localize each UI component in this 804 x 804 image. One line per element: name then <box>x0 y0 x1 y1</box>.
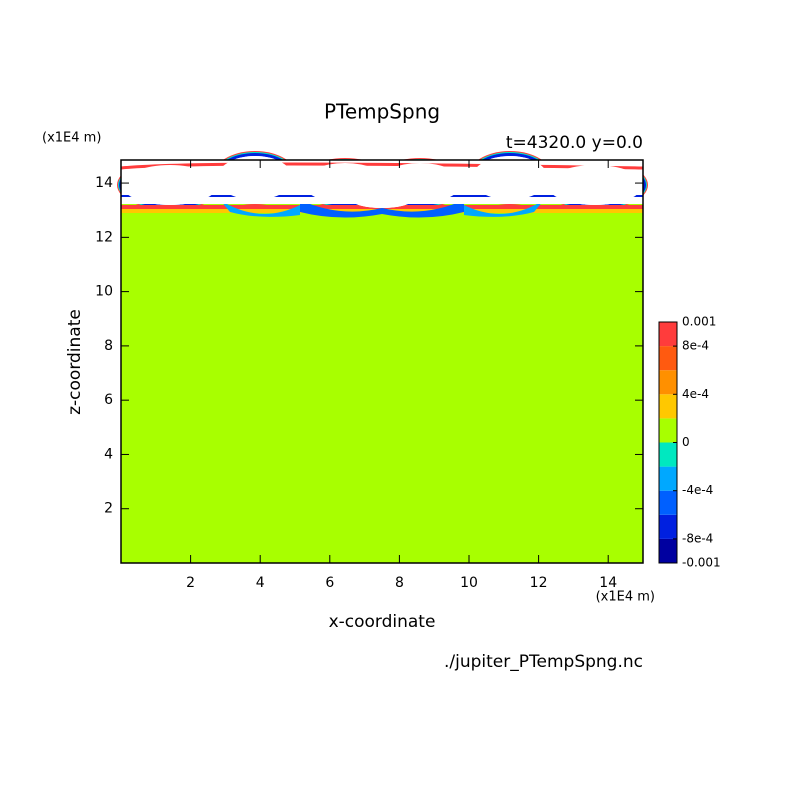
x-tick-label: 4 <box>256 575 265 591</box>
x-unit: (x1E4 m) <box>596 590 655 605</box>
colorbar-label: 4e-4 <box>682 387 709 401</box>
colorbar-band <box>659 514 677 539</box>
y-axis-label: z-coordinate <box>65 309 85 415</box>
contour-white <box>378 163 462 203</box>
colorbar-label: -8e-4 <box>682 531 713 545</box>
colorbar-band <box>659 394 677 419</box>
source-label: ./jupiter_PTempSpng.nc <box>444 652 643 672</box>
chart-title: PTempSpng <box>324 100 440 124</box>
colorbar-band <box>659 466 677 491</box>
colorbar-label: -4e-4 <box>682 483 713 497</box>
y-tick-label: 10 <box>95 284 113 300</box>
contour-white <box>217 156 293 200</box>
contour-features <box>117 151 648 218</box>
chart-subtitle: t=4320.0 y=0.0 <box>506 133 643 153</box>
x-axis-label: x-coordinate <box>329 612 436 632</box>
x-tick-label: 2 <box>186 575 195 591</box>
colorbar-label: 8e-4 <box>682 339 709 353</box>
x-tick-label: 14 <box>599 575 617 591</box>
colorbar-label: 0.001 <box>682 315 716 329</box>
y-tick-label: 6 <box>104 392 113 408</box>
colorbar-band <box>659 490 677 515</box>
colorbar-band <box>659 346 677 371</box>
y-tick-label: 14 <box>95 175 113 191</box>
contour-white <box>303 163 387 203</box>
contour-white <box>472 156 548 200</box>
colorbar-label: 0 <box>682 435 690 449</box>
x-tick-label: 12 <box>530 575 548 591</box>
x-tick-label: 8 <box>395 575 404 591</box>
colorbar-band <box>659 322 677 347</box>
y-tick-label: 2 <box>104 501 113 517</box>
x-tick-label: 10 <box>460 575 478 591</box>
y-tick-label: 12 <box>95 229 113 245</box>
contour-white <box>352 192 412 208</box>
x-tick-label: 6 <box>325 575 334 591</box>
colorbar-band <box>659 538 677 563</box>
y-tick-label: 4 <box>104 446 113 462</box>
y-tick-label: 8 <box>104 338 113 354</box>
contour-white <box>547 165 643 205</box>
contour-edge <box>220 200 544 217</box>
colorbar-band <box>659 418 677 443</box>
y-unit: (x1E4 m) <box>42 131 101 146</box>
colorbar-band <box>659 442 677 467</box>
field-fill <box>121 160 643 563</box>
contour-white <box>122 165 218 205</box>
colorbar-band <box>659 370 677 395</box>
contour-edge <box>300 200 464 218</box>
plot-frame <box>120 159 644 564</box>
colorbar-label: -0.001 <box>682 556 721 570</box>
